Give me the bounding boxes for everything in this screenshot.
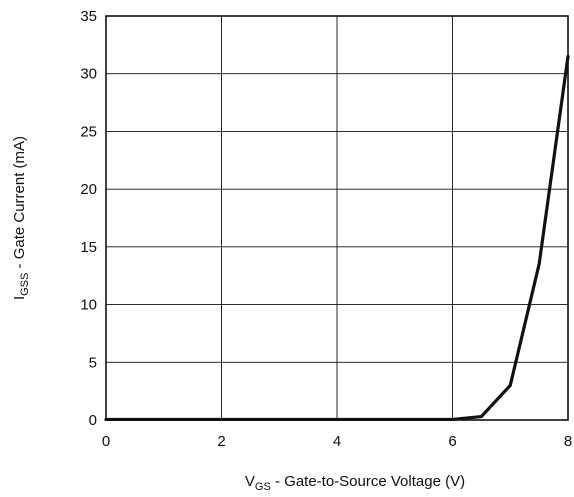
y-tick-label: 15 [80, 239, 97, 256]
x-tick-label: 2 [217, 433, 225, 450]
plot-frame [105, 15, 569, 421]
y-tick-label: 30 [80, 66, 97, 83]
y-tick-label: 5 [89, 354, 97, 371]
y-tick-label: 20 [80, 181, 97, 198]
y-axis-label: IGSS - Gate Current (mA) [11, 136, 31, 300]
y-axis-label-subscript: GSS [19, 273, 31, 296]
y-tick-label: 35 [80, 8, 97, 25]
x-axis-label-symbol: V [245, 473, 255, 490]
x-tick-label: 4 [333, 433, 341, 450]
x-tick-labels: 0 2 4 6 8 [102, 433, 572, 450]
y-axis-label-symbol: I [11, 296, 28, 300]
x-axis-label-text: - Gate-to-Source Voltage (V) [271, 473, 465, 490]
y-tick-label: 10 [80, 297, 97, 314]
x-axis-label-subscript: GS [255, 481, 271, 493]
x-tick-label: 0 [102, 433, 110, 450]
grid [106, 16, 568, 420]
y-axis-label-text: - Gate Current (mA) [11, 136, 28, 273]
y-tick-labels: 0 5 10 15 20 25 30 35 [80, 8, 97, 429]
y-tick-label: 25 [80, 123, 97, 140]
x-tick-label: 8 [564, 433, 572, 450]
y-tick-label: 0 [89, 412, 97, 429]
x-tick-label: 6 [448, 433, 456, 450]
x-axis-label: VGS - Gate-to-Source Voltage (V) [245, 473, 465, 493]
